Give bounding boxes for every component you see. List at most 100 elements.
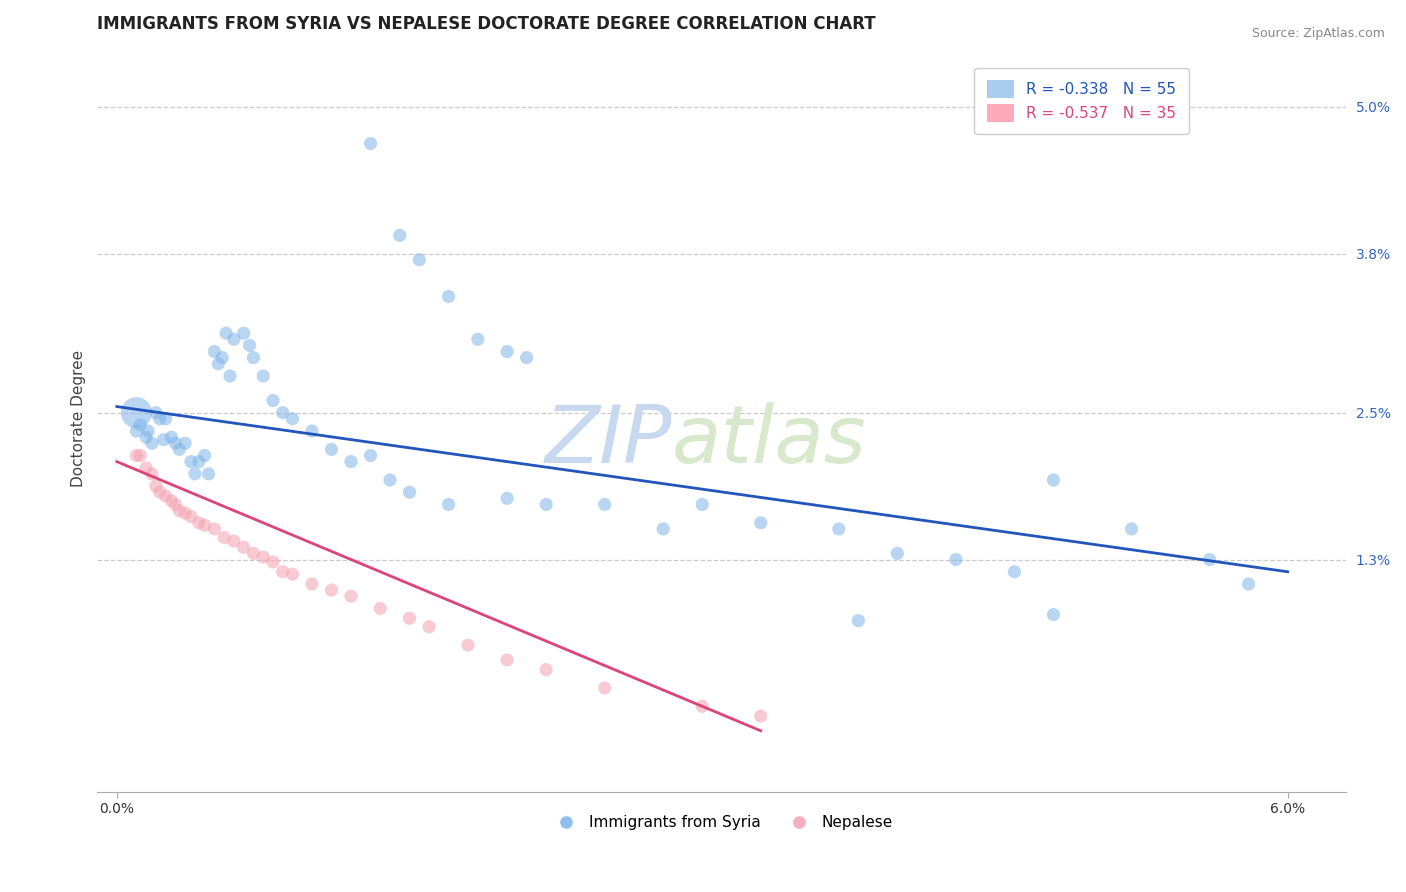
Point bbox=[215, 326, 238, 341]
Point bbox=[1042, 473, 1064, 487]
Text: IMMIGRANTS FROM SYRIA VS NEPALESE DOCTORATE DEGREE CORRELATION CHART: IMMIGRANTS FROM SYRIA VS NEPALESE DOCTOR… bbox=[97, 15, 876, 33]
Point bbox=[886, 546, 908, 560]
Point bbox=[690, 699, 713, 714]
Point bbox=[136, 424, 159, 438]
Point bbox=[211, 351, 233, 365]
Point bbox=[534, 498, 557, 512]
Point bbox=[301, 424, 323, 438]
Point bbox=[149, 412, 172, 426]
Point bbox=[340, 589, 363, 603]
Point bbox=[945, 552, 967, 566]
Point bbox=[242, 351, 264, 365]
Point bbox=[232, 326, 254, 341]
Point bbox=[219, 369, 242, 384]
Point bbox=[141, 467, 163, 481]
Point bbox=[129, 449, 152, 463]
Point bbox=[321, 442, 343, 457]
Point bbox=[160, 430, 183, 444]
Point bbox=[593, 498, 616, 512]
Point bbox=[496, 344, 519, 359]
Point bbox=[135, 460, 157, 475]
Point bbox=[165, 436, 187, 450]
Point bbox=[222, 534, 245, 549]
Point bbox=[281, 412, 304, 426]
Point bbox=[222, 332, 245, 346]
Point bbox=[194, 449, 217, 463]
Point bbox=[846, 614, 869, 628]
Point bbox=[418, 620, 440, 634]
Point bbox=[1237, 577, 1260, 591]
Point bbox=[145, 479, 167, 493]
Point bbox=[340, 455, 363, 469]
Point bbox=[593, 681, 616, 695]
Point bbox=[197, 467, 219, 481]
Point bbox=[262, 393, 284, 408]
Text: atlas: atlas bbox=[672, 402, 866, 480]
Point bbox=[749, 709, 772, 723]
Point bbox=[232, 541, 254, 555]
Point bbox=[457, 638, 479, 652]
Point bbox=[160, 493, 183, 508]
Point bbox=[125, 449, 148, 463]
Point bbox=[1042, 607, 1064, 622]
Text: Source: ZipAtlas.com: Source: ZipAtlas.com bbox=[1251, 27, 1385, 40]
Point bbox=[184, 467, 207, 481]
Point bbox=[169, 442, 191, 457]
Point bbox=[174, 436, 197, 450]
Point bbox=[301, 577, 323, 591]
Point bbox=[437, 498, 460, 512]
Point bbox=[135, 430, 157, 444]
Point bbox=[496, 491, 519, 506]
Point bbox=[1198, 552, 1220, 566]
Point bbox=[467, 332, 489, 346]
Point bbox=[207, 357, 229, 371]
Point bbox=[252, 550, 274, 565]
Point bbox=[152, 433, 174, 447]
Point bbox=[155, 412, 177, 426]
Point bbox=[690, 498, 713, 512]
Point bbox=[398, 611, 420, 625]
Point bbox=[125, 406, 148, 420]
Point bbox=[368, 601, 391, 615]
Point bbox=[262, 555, 284, 569]
Point bbox=[242, 546, 264, 560]
Point bbox=[408, 252, 430, 267]
Point bbox=[174, 506, 197, 520]
Point bbox=[534, 663, 557, 677]
Point bbox=[180, 455, 202, 469]
Point bbox=[149, 485, 172, 500]
Text: ZIP: ZIP bbox=[544, 402, 672, 480]
Point bbox=[212, 531, 235, 545]
Point bbox=[360, 136, 382, 151]
Point bbox=[194, 518, 217, 533]
Point bbox=[437, 289, 460, 303]
Point bbox=[187, 455, 209, 469]
Point bbox=[129, 417, 152, 432]
Point bbox=[187, 516, 209, 530]
Point bbox=[1004, 565, 1026, 579]
Point bbox=[155, 489, 177, 503]
Point bbox=[388, 228, 411, 243]
Point bbox=[180, 509, 202, 524]
Legend: Immigrants from Syria, Nepalese: Immigrants from Syria, Nepalese bbox=[544, 809, 898, 837]
Point bbox=[398, 485, 420, 500]
Point bbox=[281, 567, 304, 582]
Point bbox=[828, 522, 851, 536]
Point bbox=[238, 338, 260, 352]
Point bbox=[652, 522, 675, 536]
Point bbox=[252, 369, 274, 384]
Point bbox=[271, 565, 294, 579]
Point bbox=[145, 406, 167, 420]
Point bbox=[378, 473, 401, 487]
Point bbox=[125, 424, 148, 438]
Point bbox=[169, 503, 191, 517]
Y-axis label: Doctorate Degree: Doctorate Degree bbox=[72, 351, 86, 487]
Point bbox=[141, 436, 163, 450]
Point bbox=[1121, 522, 1143, 536]
Point bbox=[516, 351, 538, 365]
Point bbox=[360, 449, 382, 463]
Point bbox=[165, 498, 187, 512]
Point bbox=[749, 516, 772, 530]
Point bbox=[271, 406, 294, 420]
Point bbox=[204, 522, 226, 536]
